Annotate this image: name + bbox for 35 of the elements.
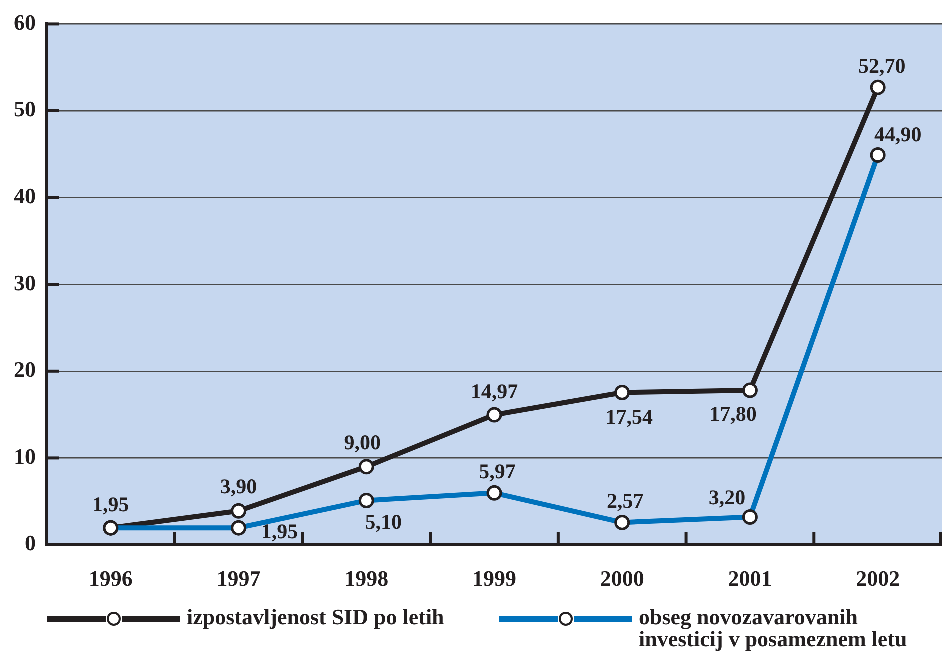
x-tick-label: 1999 xyxy=(472,566,516,591)
x-tick-label: 2002 xyxy=(856,566,900,591)
data-label: 44,90 xyxy=(874,122,922,147)
data-label: 17,54 xyxy=(606,405,654,430)
data-label: 14,97 xyxy=(470,379,518,404)
data-label: 17,80 xyxy=(710,402,757,426)
y-tick-label: 0 xyxy=(25,530,36,556)
y-tick-label: 20 xyxy=(14,357,36,382)
x-tick-label: 1996 xyxy=(88,566,133,591)
legend-label: obseg novozavarovanih investicij v posameznem letu xyxy=(639,604,908,652)
data-label: 3,20 xyxy=(708,486,746,510)
point xyxy=(614,385,630,401)
point xyxy=(870,80,886,96)
data-label: 1,95 xyxy=(261,519,298,544)
data-label: 2,57 xyxy=(606,489,644,514)
legend-label: izpostavljenost SID po letih xyxy=(187,604,444,630)
point xyxy=(742,382,758,398)
data-label: 3,90 xyxy=(220,474,258,499)
point xyxy=(231,503,247,519)
x-tick-label: 1997 xyxy=(216,566,261,591)
y-tick-label: 30 xyxy=(14,270,36,296)
x-tick-label: 1998 xyxy=(344,566,389,591)
point xyxy=(358,459,374,475)
data-label: 5,97 xyxy=(479,460,516,484)
point xyxy=(486,407,502,423)
y-tick-label: 40 xyxy=(14,183,36,208)
x-tick-label: 2001 xyxy=(728,566,772,591)
data-label: 9,00 xyxy=(344,430,382,454)
x-tick-label: 2000 xyxy=(600,566,644,591)
y-tick-label: 50 xyxy=(14,96,36,122)
data-label: 1,95 xyxy=(92,492,130,516)
y-tick-label: 10 xyxy=(14,444,36,469)
y-tick-label: 60 xyxy=(14,10,36,35)
data-label: 5,10 xyxy=(365,510,402,534)
data-label: 52,70 xyxy=(858,54,906,78)
